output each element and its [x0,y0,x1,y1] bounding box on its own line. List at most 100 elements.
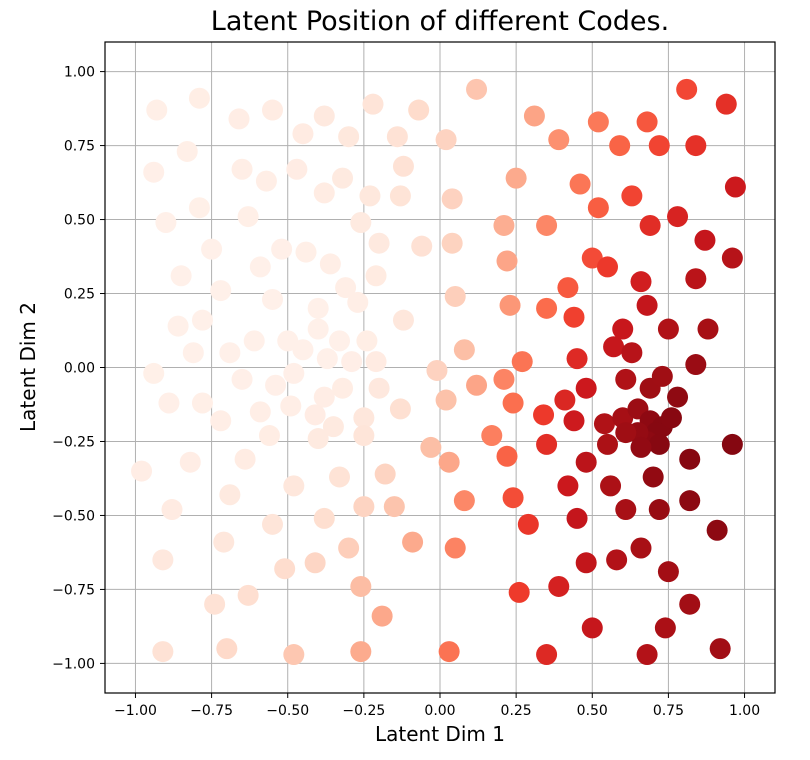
y-tick-label: −0.50 [52,508,95,524]
data-point [697,318,719,340]
data-point [420,436,442,458]
data-point [365,265,387,287]
data-point [188,87,210,109]
data-point [679,593,701,615]
data-point [283,362,305,384]
data-point [587,197,609,219]
data-point [603,336,625,358]
data-point [657,318,679,340]
data-point [630,436,652,458]
data-point [182,342,204,364]
data-point [255,170,277,192]
x-axis-label: Latent Dim 1 [375,722,505,746]
data-point [654,617,676,639]
data-point [316,348,338,370]
data-point [606,549,628,571]
data-point [685,354,707,376]
data-point [143,362,165,384]
y-tick-label: 0.25 [64,287,95,303]
data-point [307,318,329,340]
data-point [350,641,372,663]
data-point [383,496,405,518]
data-point [313,386,335,408]
y-axis-ticks: −1.00 −0.75 −0.50 −0.25 0.00 0.25 0.50 0.75 1.00 [52,65,105,672]
data-point [657,561,679,583]
data-point [481,425,503,447]
data-point [536,297,558,319]
data-point [219,484,241,506]
data-point [636,111,658,133]
data-point [511,351,533,373]
data-point [191,309,213,331]
x-tick-label: 0.75 [653,703,684,719]
data-point [435,389,457,411]
x-tick-label: 0.50 [577,703,608,719]
data-point [237,584,259,606]
data-point [563,306,585,328]
data-point [179,451,201,473]
data-point [368,232,390,254]
data-point [636,294,658,316]
data-point [548,129,570,151]
data-point [593,413,615,435]
data-point [615,499,637,521]
data-point [280,395,302,417]
data-point [496,445,518,467]
data-point [676,78,698,100]
data-point [630,537,652,559]
data-point [262,513,283,535]
data-point [548,575,570,597]
data-point [392,155,414,177]
data-point [444,285,466,307]
data-point [353,496,375,518]
data-point [709,638,731,660]
data-point [441,188,463,210]
data-point [566,348,588,370]
data-point [667,206,689,228]
y-tick-label: −0.75 [52,582,95,598]
y-tick-label: −1.00 [52,656,95,672]
data-point [453,490,475,512]
data-point [249,401,271,423]
data-point [176,140,198,162]
data-point [292,123,314,145]
data-point [615,368,637,390]
data-point [721,433,743,455]
data-point [249,256,271,278]
data-point [283,644,305,666]
data-point [536,644,558,666]
data-point [329,330,350,352]
data-point [231,158,253,180]
x-tick-label: −0.50 [266,703,309,719]
data-point [502,392,524,414]
data-point [362,93,384,115]
data-point [158,392,180,414]
data-point [621,342,643,364]
data-point [228,108,250,130]
data-point [609,135,631,157]
data-point [353,425,375,447]
data-point [371,605,393,627]
data-point [679,448,701,470]
data-point [435,129,457,151]
data-point [350,575,372,597]
data-point [152,641,174,663]
data-point [313,105,335,127]
data-point [143,161,165,183]
data-point [231,368,253,390]
x-tick-label: −1.00 [114,703,157,719]
data-point [426,359,448,381]
data-point [508,581,530,603]
data-point [615,422,637,444]
data-point [536,214,558,236]
data-point [146,99,168,121]
data-point [557,475,579,497]
data-point [648,135,670,157]
data-point [533,404,555,426]
data-point [386,126,408,148]
data-point [271,238,293,260]
data-point [612,318,634,340]
data-point [204,593,226,615]
x-tick-label: −0.75 [190,703,233,719]
